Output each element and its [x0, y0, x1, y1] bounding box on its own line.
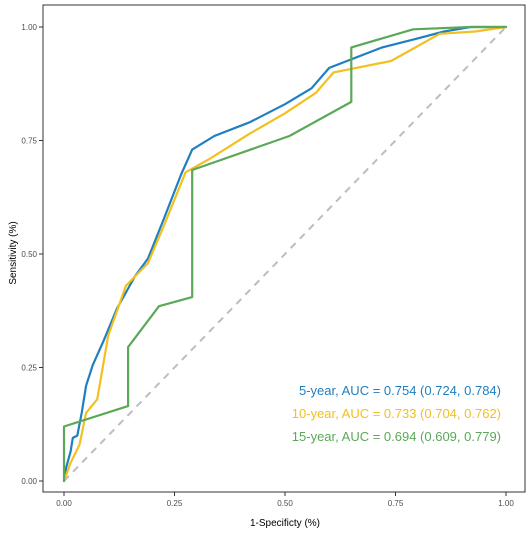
x-axis-title: 1-Specificty (%)	[250, 518, 320, 529]
plot-panel	[42, 4, 526, 493]
roc-line-series-0	[62, 25, 508, 483]
y-tick-label: 1.00	[21, 23, 37, 32]
x-tick-label: 0.75	[388, 499, 404, 508]
reference-diagonal-line	[63, 26, 507, 482]
roc-line-series-1	[62, 25, 508, 483]
y-tick-label: 0.00	[21, 477, 37, 486]
y-tick-label: 0.50	[21, 250, 37, 259]
x-tick-label: 1.00	[498, 499, 514, 508]
x-axis: 0.00 0.25 0.50 0.75 1.00	[56, 492, 514, 508]
legend-entry-series-2: 15-year, AUC = 0.694 (0.609, 0.779)	[292, 429, 501, 444]
legend-entry-series-0: 5-year, AUC = 0.754 (0.724, 0.784)	[299, 383, 501, 398]
roc-line-series-2	[62, 25, 508, 483]
x-tick-label: 0.50	[277, 499, 293, 508]
y-axis-title: Sensitivity (%)	[8, 221, 19, 284]
y-tick-label: 0.25	[21, 364, 37, 373]
x-tick-label: 0.00	[56, 499, 72, 508]
reference-layer	[63, 26, 507, 482]
legend: 5-year, AUC = 0.754 (0.724, 0.784) 10-yea…	[292, 383, 501, 444]
series-layer	[62, 25, 508, 483]
legend-entry-series-1: 10-year, AUC = 0.733 (0.704, 0.762)	[292, 406, 501, 421]
y-tick-label: 0.75	[21, 137, 37, 146]
y-axis: 0.00 0.25 0.50 0.75 1.00	[21, 23, 43, 486]
x-tick-label: 0.25	[167, 499, 183, 508]
